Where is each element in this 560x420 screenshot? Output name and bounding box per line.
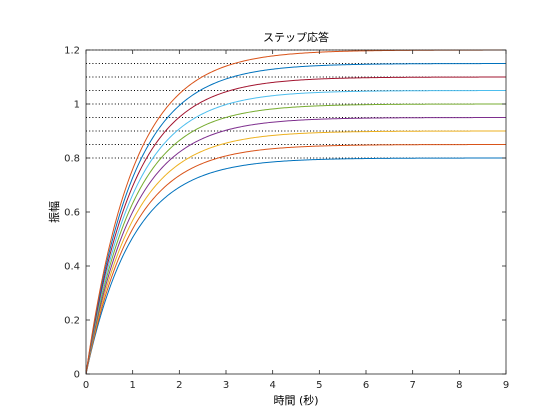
- x-tick-label-0: 0: [83, 380, 89, 391]
- y-tick-label-0: 0: [74, 370, 80, 381]
- axes-box: [85, 49, 507, 375]
- y-tick-label-6: 1.2: [64, 46, 80, 57]
- y-axis-label: 振幅: [47, 201, 61, 223]
- series-line-0: [85, 157, 506, 375]
- series-line-1: [85, 144, 506, 375]
- series-line-7: [85, 63, 506, 375]
- x-tick-label-8: 8: [456, 380, 462, 391]
- x-tick-label-2: 2: [176, 380, 182, 391]
- series-line-6: [85, 76, 506, 375]
- y-tick-label-5: 1: [74, 100, 80, 111]
- y-tick-label-4: 0.8: [64, 154, 80, 165]
- x-axis-ticks: 0 1 2 3 4 5 6 7 8 9: [83, 50, 509, 391]
- x-tick-label-3: 3: [223, 380, 229, 391]
- y-tick-label-1: 0.2: [64, 316, 80, 327]
- x-axis-label: 時間 (秒): [273, 393, 318, 407]
- x-tick-label-4: 4: [269, 380, 275, 391]
- x-tick-label-5: 5: [316, 380, 322, 391]
- x-tick-label-7: 7: [409, 380, 415, 391]
- x-tick-label-1: 1: [129, 380, 135, 391]
- series-line-3: [85, 117, 506, 375]
- series-line-5: [85, 90, 507, 375]
- series-line-4: [85, 103, 506, 375]
- y-tick-label-3: 0.6: [64, 208, 80, 219]
- chart-title: ステップ応答: [263, 30, 329, 44]
- x-tick-label-9: 9: [503, 380, 509, 391]
- x-tick-label-6: 6: [363, 380, 369, 391]
- response-series-lines: [85, 49, 507, 375]
- y-tick-label-2: 0.4: [64, 262, 80, 273]
- series-line-8: [85, 49, 506, 375]
- y-axis-ticks: 0 0.2 0.4 0.6 0.8 1 1.2: [64, 46, 506, 381]
- series-line-2: [85, 130, 506, 375]
